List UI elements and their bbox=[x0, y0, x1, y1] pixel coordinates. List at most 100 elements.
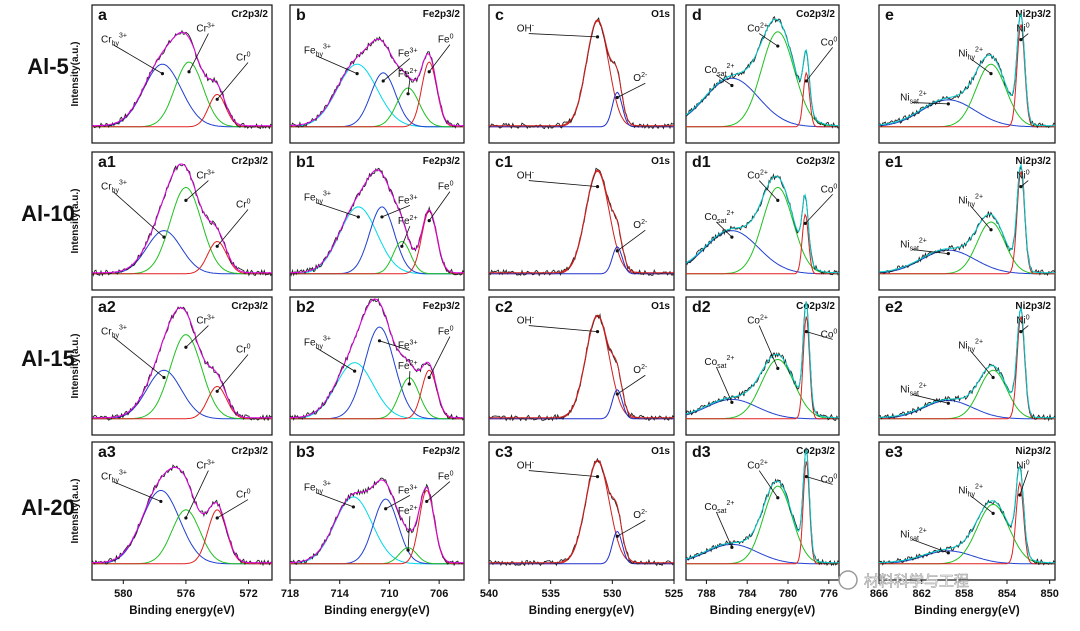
annotation-arrow bbox=[912, 394, 949, 404]
fit-envelope bbox=[91, 466, 272, 564]
annotation-arrow bbox=[112, 191, 165, 238]
x-tick-label: 776 bbox=[820, 588, 838, 600]
panel-title: O1s bbox=[651, 9, 670, 20]
annotation-arrow bbox=[528, 325, 598, 333]
peak-component bbox=[290, 326, 464, 420]
row-label: Al-20 bbox=[21, 495, 75, 520]
panel-letter: d1 bbox=[692, 154, 711, 171]
annotation-arrow bbox=[806, 47, 833, 82]
peak-label: Nisat2+ bbox=[900, 238, 927, 253]
arrow-head bbox=[215, 389, 219, 393]
x-tick-label: 862 bbox=[912, 588, 930, 600]
x-tick-label: 780 bbox=[779, 588, 797, 600]
annotation-arrow bbox=[758, 325, 779, 369]
fit-envelope bbox=[290, 298, 464, 419]
panel-a: Intensity(a.u.) a Cr2p3/2 Crhy3+ Cr3+ Cr0 bbox=[70, 4, 273, 144]
panel-letter: b bbox=[296, 7, 306, 24]
peak-component bbox=[685, 77, 839, 128]
peak-component bbox=[686, 316, 839, 420]
peak-label: O2- bbox=[633, 509, 648, 521]
measured-spectrum bbox=[878, 465, 1056, 566]
measured-spectrum bbox=[685, 173, 840, 276]
annotation-arrow bbox=[112, 481, 162, 502]
fit-envelope bbox=[685, 449, 839, 564]
arrow-head bbox=[615, 392, 619, 396]
annotation-arrow bbox=[185, 470, 209, 519]
annotation-arrow bbox=[912, 249, 949, 255]
peak-component bbox=[685, 543, 839, 565]
row-label: Al-5 bbox=[27, 54, 69, 79]
arrow-head bbox=[425, 499, 429, 504]
panel-title: Co2p3/2 bbox=[796, 301, 835, 312]
arrow-head bbox=[804, 475, 808, 479]
peak-label: Fe2+ bbox=[398, 215, 418, 227]
panel-e3: e3 Ni2p3/2 Nisat2+ Nihy2+ Ni0 866 862 858 854 850… bbox=[870, 441, 1059, 617]
fit-envelope bbox=[685, 175, 839, 274]
panel-title: Co2p3/2 bbox=[796, 446, 835, 457]
panel-d2: d2 Co2p3/2 Cosat2+ Co2+ Co0 bbox=[685, 296, 840, 436]
panel-letter: e1 bbox=[885, 154, 903, 171]
plot-frame bbox=[289, 4, 465, 144]
x-tick-label: 866 bbox=[870, 588, 888, 600]
peak-label: Fe3+ bbox=[398, 47, 418, 59]
annotation-arrow bbox=[528, 33, 598, 38]
row-label: Al-10 bbox=[21, 201, 75, 226]
peak-label: Nihy2+ bbox=[958, 483, 983, 498]
peak-label: Ni0 bbox=[1016, 315, 1029, 327]
peak-label: Ni0 bbox=[1016, 170, 1029, 182]
annotation-arrow bbox=[385, 495, 411, 510]
x-tick-label: 540 bbox=[480, 588, 498, 600]
x-tick-label: 706 bbox=[430, 588, 448, 600]
plot-frame bbox=[878, 296, 1056, 436]
arrow-head bbox=[946, 551, 950, 555]
peak-label: Cr3+ bbox=[196, 170, 215, 182]
fit-envelope bbox=[489, 169, 674, 274]
annotation-arrow bbox=[969, 495, 994, 514]
arrow-head bbox=[595, 185, 600, 189]
plot-frame bbox=[488, 296, 675, 436]
panel-title: O1s bbox=[651, 446, 670, 457]
peak-label: Crhy3+ bbox=[101, 470, 127, 485]
peak-label: Co2+ bbox=[747, 170, 768, 182]
plot-frame bbox=[878, 441, 1056, 581]
annotation-arrow bbox=[617, 519, 646, 537]
panel-d: d Co2p3/2 Cosat2+ Co2+ Co0 bbox=[685, 4, 840, 144]
panel-title: Co2p3/2 bbox=[796, 9, 835, 20]
x-tick-label: 530 bbox=[603, 588, 621, 600]
plot-frame bbox=[685, 4, 840, 144]
peak-label: Ni0 bbox=[1016, 23, 1029, 35]
annotation-arrow bbox=[382, 58, 411, 82]
measured-spectrum bbox=[91, 464, 272, 567]
peak-component bbox=[685, 398, 839, 420]
panel-c1: c1 O1s OH- O2- bbox=[488, 151, 675, 291]
plot-frame bbox=[91, 296, 273, 436]
annotation-arrow bbox=[806, 476, 833, 485]
annotation-arrow bbox=[185, 180, 209, 201]
annotation-arrow bbox=[408, 371, 411, 384]
arrow-head bbox=[991, 375, 995, 380]
x-axis-label: Binding energy(eV) bbox=[324, 605, 430, 617]
peak-label: Cr3+ bbox=[196, 460, 215, 472]
fit-envelope bbox=[289, 479, 464, 564]
peak-component bbox=[92, 240, 272, 275]
panel-title: Ni2p3/2 bbox=[1015, 156, 1051, 167]
annotation-arrow bbox=[428, 44, 451, 73]
annotation-arrow bbox=[969, 350, 994, 378]
fit-envelope bbox=[290, 38, 464, 127]
panel-title: Cr2p3/2 bbox=[231, 446, 268, 457]
panel-title: Fe2p3/2 bbox=[423, 156, 461, 167]
x-tick-label: 572 bbox=[239, 588, 257, 600]
annotation-arrow bbox=[617, 82, 646, 98]
fit-envelope bbox=[878, 12, 1055, 127]
x-axis-label: Binding energy(eV) bbox=[914, 605, 1020, 617]
panel-letter: c1 bbox=[495, 154, 513, 171]
panel-title: Co2p3/2 bbox=[796, 156, 835, 167]
annotation-arrow bbox=[426, 481, 451, 502]
plot-frame bbox=[878, 4, 1056, 144]
panel-d1: d1 Co2p3/2 Cosat2+ Co2+ Co0 bbox=[685, 151, 840, 291]
peak-component bbox=[290, 547, 464, 565]
x-tick-label: 718 bbox=[281, 588, 299, 600]
panel-title: Ni2p3/2 bbox=[1015, 301, 1051, 312]
peak-label: Fehy3+ bbox=[304, 191, 331, 206]
annotation-arrow bbox=[401, 225, 411, 247]
